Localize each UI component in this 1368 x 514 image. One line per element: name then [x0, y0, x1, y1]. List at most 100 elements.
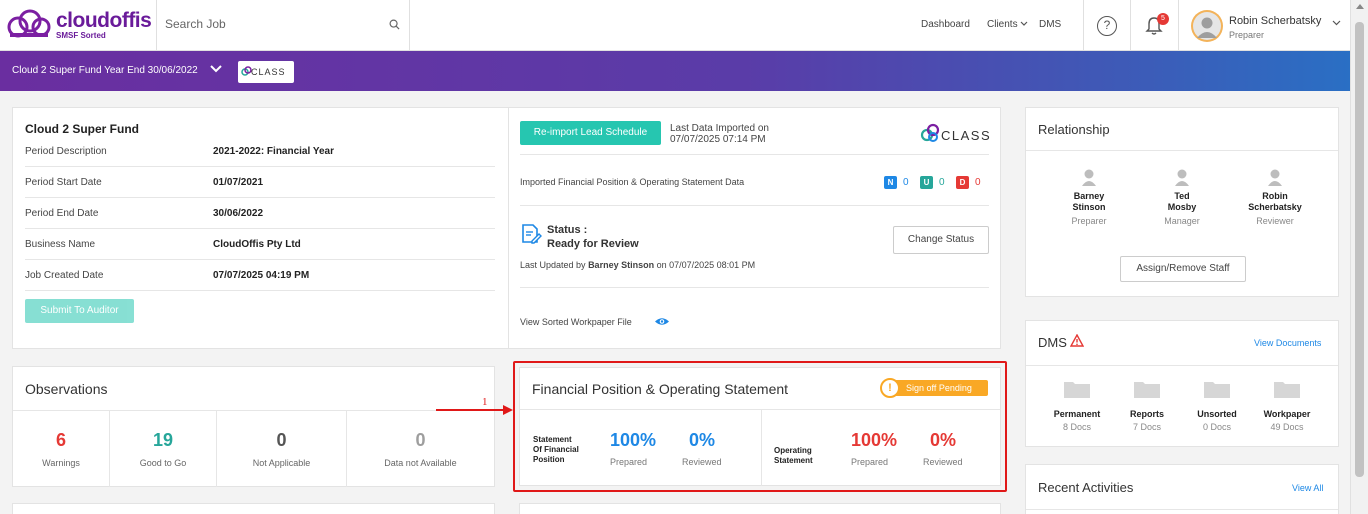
user-avatar[interactable]: [1191, 10, 1223, 42]
divider: [13, 410, 494, 411]
last-updated-by: Barney Stinson: [588, 260, 655, 270]
observation-not-applicable[interactable]: 0 Not Applicable: [217, 412, 346, 488]
divider: [761, 410, 762, 486]
bottom-card: [519, 503, 1001, 514]
deleted-tag: D: [956, 176, 969, 189]
staff-last-name: Mosby: [1167, 202, 1197, 212]
divider: [1083, 0, 1084, 51]
staff-role: Manager: [1164, 216, 1200, 226]
class-logo-icon: [241, 66, 252, 76]
data-not-available-count: 0: [415, 430, 426, 450]
not-applicable-count: 0: [276, 430, 287, 450]
divider: [109, 411, 110, 487]
folder-workpaper[interactable]: Workpaper 49 Docs: [1252, 380, 1322, 432]
view-documents-link[interactable]: View Documents: [1254, 338, 1322, 348]
folder-icon: [1274, 382, 1300, 398]
divider: [520, 154, 989, 155]
financial-position-card: Financial Position & Operating Statement…: [519, 367, 1001, 486]
view-workpaper-link[interactable]: View Sorted Workpaper File: [520, 317, 632, 327]
divider: [520, 205, 989, 206]
search-box[interactable]: [157, 0, 409, 51]
period-end-label: Period End Date: [25, 208, 99, 219]
observation-data-not-available[interactable]: 0 Data not Available: [347, 412, 494, 488]
chevron-down-icon: [1020, 21, 1028, 26]
ops-reviewed-percent: 0%: [930, 430, 957, 450]
divider: [1026, 150, 1338, 151]
scroll-thumb[interactable]: [1355, 22, 1364, 477]
sign-off-pending-badge[interactable]: ! Sign off Pending: [880, 378, 988, 398]
divider: [25, 290, 495, 291]
folder-count: 49 Docs: [1270, 422, 1304, 432]
top-header: cloudoffis SMSF Sorted Dashboard Clients…: [0, 0, 1350, 51]
annotation-arrow-head: [503, 405, 513, 415]
folder-name: Reports: [1129, 409, 1164, 419]
folder-name: Workpaper: [1263, 409, 1311, 419]
assign-remove-staff-button[interactable]: Assign/Remove Staff: [1120, 256, 1246, 282]
folder-count: 0 Docs: [1202, 422, 1231, 432]
dms-card: DMS View Documents Permanent 8 Docs Repo…: [1025, 320, 1339, 447]
submit-to-auditor-button[interactable]: Submit To Auditor: [25, 299, 134, 323]
staff-avatar-icon: [1080, 168, 1098, 186]
staff-manager: Ted Mosby Manager: [1147, 168, 1217, 226]
new-tag: N: [884, 176, 897, 189]
staff-avatar-icon: [1173, 168, 1191, 186]
recent-activities-title: Recent Activities: [1038, 480, 1134, 495]
user-name[interactable]: Robin Scherbatsky: [1229, 15, 1322, 27]
search-input[interactable]: [165, 17, 375, 31]
notifications-button[interactable]: 5: [1131, 0, 1177, 51]
page-scrollbar[interactable]: [1350, 0, 1368, 514]
reimport-lead-schedule-button[interactable]: Re-import Lead Schedule: [520, 121, 661, 145]
deleted-count: 0: [975, 177, 981, 188]
chevron-down-icon[interactable]: [210, 64, 222, 74]
folder-reports[interactable]: Reports 7 Docs: [1112, 380, 1182, 432]
divider: [25, 259, 495, 260]
scroll-up-arrow-icon[interactable]: [1356, 4, 1364, 9]
help-button[interactable]: ?: [1084, 0, 1130, 51]
period-start-value: 01/07/2021: [213, 177, 264, 188]
eye-icon[interactable]: [654, 316, 670, 327]
folder-unsorted[interactable]: Unsorted 0 Docs: [1182, 380, 1252, 432]
staff-reviewer: Robin Scherbatsky Reviewer: [1240, 168, 1310, 226]
observation-good-to-go[interactable]: 19 Good to Go: [110, 412, 216, 488]
folder-icon: [1204, 382, 1230, 398]
sofp-reviewed-percent: 0%: [689, 430, 716, 450]
help-icon: ?: [1097, 16, 1117, 36]
logo-subtitle: SMSF Sorted: [56, 31, 106, 40]
warning-icon: !: [880, 378, 900, 398]
good-to-go-label: Good to Go: [139, 458, 187, 468]
observation-warnings[interactable]: 6 Warnings: [13, 412, 109, 488]
staff-role: Reviewer: [1256, 216, 1294, 226]
nav-clients-link[interactable]: Clients: [987, 19, 1028, 30]
observations-card: Observations 6 Warnings 19 Good to Go 0 …: [12, 366, 495, 487]
folder-permanent[interactable]: Permanent 8 Docs: [1042, 380, 1112, 432]
last-imported-value: 07/07/2025 07:14 PM: [670, 134, 766, 145]
class-logo: CLASS: [919, 122, 991, 144]
fund-year-title[interactable]: Cloud 2 Super Fund Year End 30/06/2022: [12, 65, 198, 76]
divider: [1026, 365, 1338, 366]
divider: [25, 197, 495, 198]
warning-triangle-icon: [1070, 334, 1084, 347]
last-updated-text: Last Updated by Barney Stinson on 07/07/…: [520, 260, 755, 270]
class-logo-text: CLASS: [251, 67, 286, 77]
search-icon[interactable]: [389, 19, 400, 30]
user-menu-chevron-icon[interactable]: [1332, 20, 1341, 26]
staff-first-name: Barney: [1073, 191, 1105, 201]
change-status-button[interactable]: Change Status: [893, 226, 989, 254]
class-logo-icon: [920, 123, 940, 142]
view-all-link[interactable]: View All: [1292, 483, 1324, 493]
status-label: Status :: [547, 224, 588, 236]
highlight-box: [513, 361, 1007, 492]
ops-prepared-label: Prepared: [851, 457, 889, 467]
sign-off-pending-label: Sign off Pending: [906, 383, 972, 393]
cloudoffis-logo[interactable]: cloudoffis SMSF Sorted: [6, 9, 156, 43]
divider: [25, 228, 495, 229]
divider: [346, 411, 347, 487]
notification-count-badge: 5: [1157, 13, 1169, 25]
job-created-label: Job Created Date: [25, 270, 104, 281]
nav-dashboard-link[interactable]: Dashboard: [921, 19, 970, 30]
class-logo-text: CLASS: [941, 128, 992, 143]
nav-dms-link[interactable]: DMS: [1039, 19, 1062, 30]
status-value: Ready for Review: [547, 238, 639, 250]
period-description-value: 2021-2022: Financial Year: [213, 146, 335, 157]
folder-name: Unsorted: [1197, 409, 1237, 419]
